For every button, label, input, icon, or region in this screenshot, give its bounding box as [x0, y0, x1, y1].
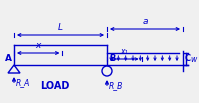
- Text: B: B: [109, 54, 115, 63]
- Text: x: x: [35, 41, 41, 50]
- Text: w: w: [190, 54, 196, 64]
- Text: x₁: x₁: [121, 47, 128, 56]
- Text: LOAD: LOAD: [40, 81, 69, 91]
- Text: R_A: R_A: [16, 78, 30, 87]
- Text: L: L: [58, 23, 63, 32]
- Text: a: a: [142, 17, 148, 26]
- Text: A: A: [5, 54, 12, 63]
- Text: R_B: R_B: [109, 81, 123, 90]
- Text: C: C: [185, 54, 191, 63]
